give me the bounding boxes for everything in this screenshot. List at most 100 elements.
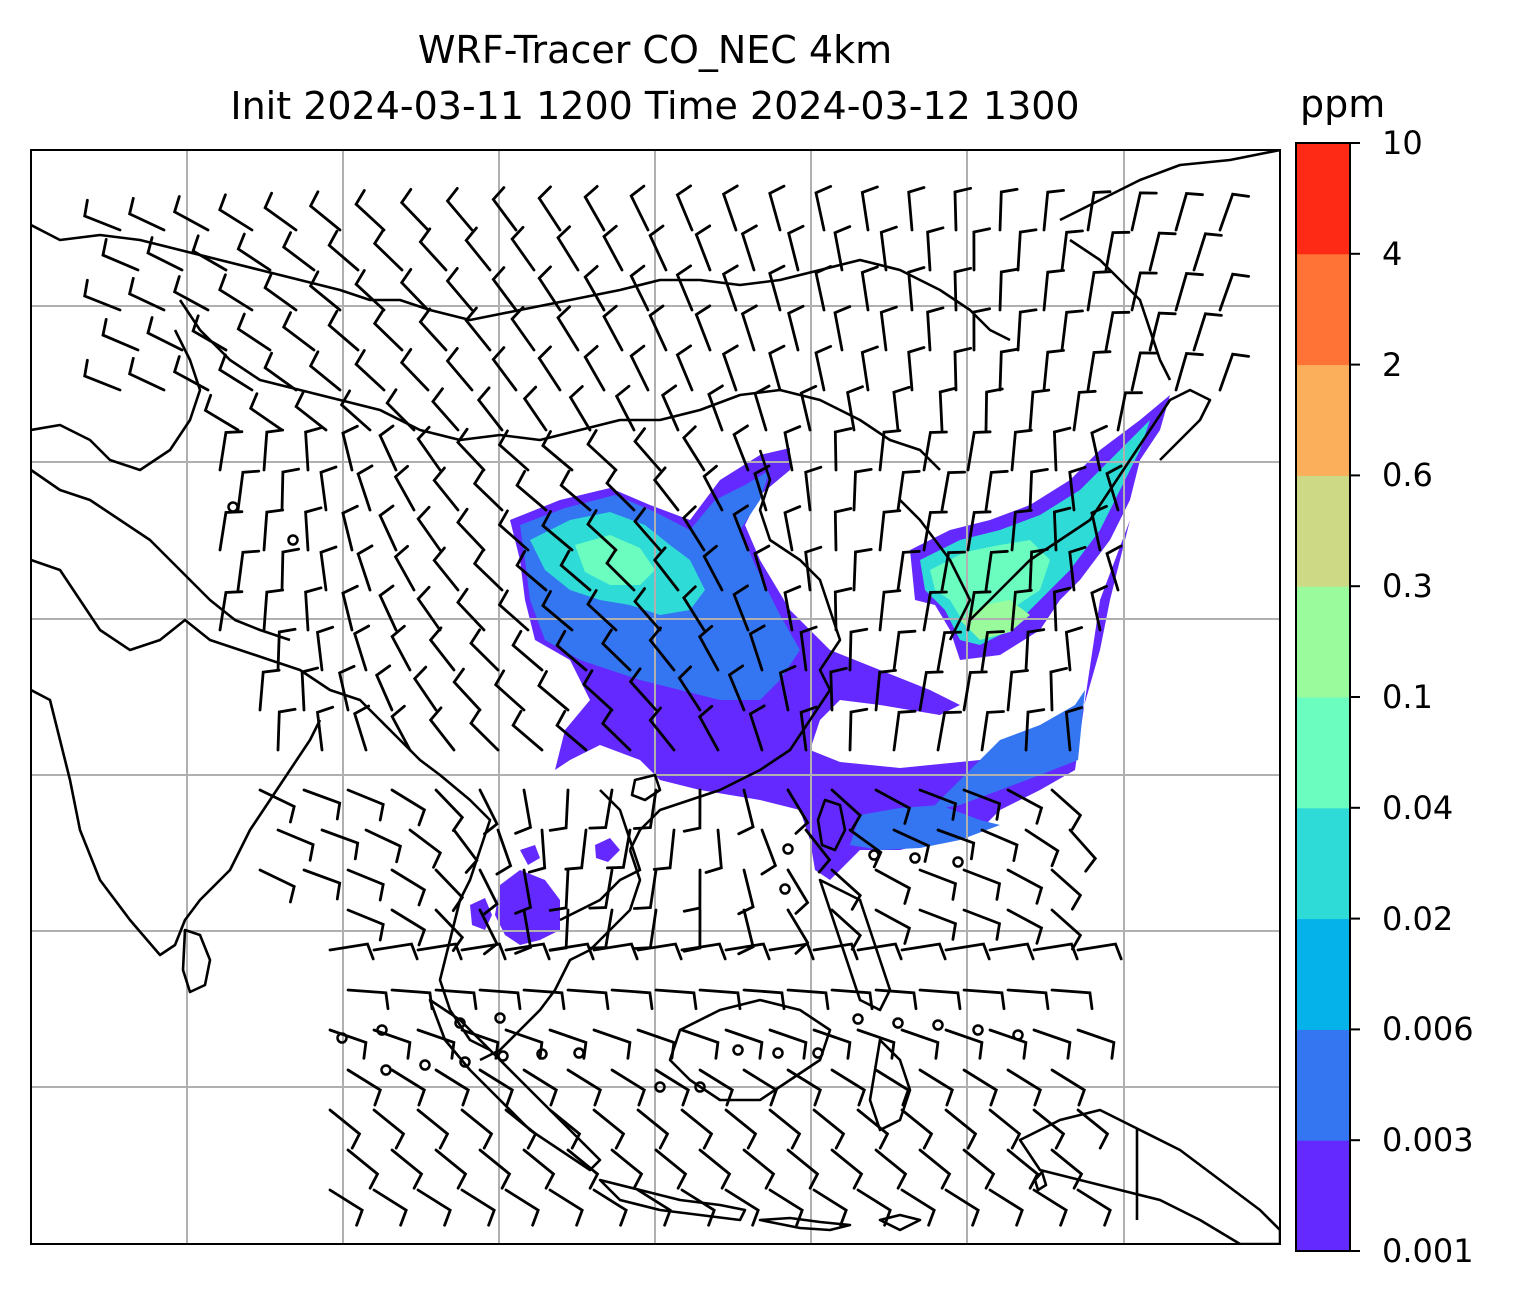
wind-barb bbox=[472, 548, 504, 592]
wind-barb bbox=[874, 1068, 911, 1107]
wind-barb bbox=[682, 868, 702, 913]
wind-barb bbox=[1148, 231, 1177, 272]
wind-barb bbox=[276, 828, 315, 862]
wind-barb bbox=[548, 942, 595, 961]
wind-barb bbox=[848, 627, 869, 672]
wind-barb bbox=[504, 1108, 538, 1150]
wind-barb bbox=[445, 347, 474, 392]
wind-barb bbox=[786, 988, 830, 1011]
wind-barb bbox=[900, 942, 947, 961]
coast-srilanka bbox=[181, 928, 212, 994]
wind-barb bbox=[721, 344, 739, 392]
wind-barb bbox=[390, 988, 434, 1011]
wind-barb bbox=[680, 1108, 714, 1150]
wind-barb bbox=[315, 625, 335, 672]
wind-barb bbox=[510, 225, 536, 272]
wind-barb bbox=[804, 828, 832, 874]
wind-barb bbox=[922, 430, 948, 472]
wind-barb bbox=[515, 469, 548, 512]
wind-barb bbox=[852, 548, 873, 592]
wind-barb bbox=[682, 505, 706, 552]
wind-barb bbox=[1218, 192, 1250, 232]
wind-barb bbox=[654, 1148, 688, 1190]
wind-barb bbox=[1052, 586, 1072, 632]
wind-barb bbox=[101, 318, 140, 352]
wind-barb bbox=[830, 988, 874, 1011]
wind-barb bbox=[878, 509, 902, 552]
wind-barb bbox=[892, 709, 917, 752]
wind-barb bbox=[172, 355, 210, 392]
wind-barb bbox=[592, 942, 639, 961]
calm-wind-marker bbox=[868, 849, 880, 861]
wind-barb bbox=[768, 264, 786, 312]
wind-barb bbox=[372, 1188, 408, 1227]
colorbar-segment bbox=[1296, 697, 1350, 809]
wind-barb bbox=[378, 504, 398, 552]
wind-barb bbox=[953, 186, 972, 232]
wind-barb bbox=[936, 630, 962, 672]
wind-barb bbox=[907, 266, 926, 312]
border-kazakh bbox=[31, 329, 202, 472]
wind-barb bbox=[1130, 271, 1158, 312]
wind-barb bbox=[768, 1108, 802, 1150]
wind-barb bbox=[814, 185, 833, 232]
wind-barb bbox=[814, 345, 833, 392]
wind-barb bbox=[732, 504, 750, 552]
wind-barb bbox=[727, 664, 746, 712]
wind-barb bbox=[966, 430, 992, 472]
wind-barb bbox=[464, 226, 492, 272]
wind-barb bbox=[848, 707, 869, 752]
wind-barb bbox=[262, 508, 285, 552]
wind-barb bbox=[680, 942, 727, 961]
wind-barb bbox=[522, 1068, 559, 1107]
wind-barb bbox=[434, 868, 465, 912]
wind-barb bbox=[191, 314, 228, 352]
wind-barb bbox=[592, 1108, 626, 1150]
calm-wind-marker bbox=[852, 1013, 864, 1025]
wind-barb bbox=[416, 1028, 456, 1060]
wind-barb bbox=[339, 389, 372, 432]
wind-barb bbox=[988, 1028, 1028, 1060]
wind-barb bbox=[445, 267, 474, 312]
wind-barb bbox=[556, 305, 580, 352]
wind-barb bbox=[258, 788, 296, 824]
wind-barb bbox=[1032, 1188, 1068, 1227]
wind-barb bbox=[966, 510, 992, 552]
wind-barb bbox=[514, 788, 533, 835]
wind-barb bbox=[1064, 626, 1084, 672]
wind-barb bbox=[610, 988, 654, 1011]
wind-barb bbox=[469, 628, 500, 672]
wind-barb bbox=[998, 187, 1019, 232]
wind-barb bbox=[830, 1068, 867, 1107]
calm-wind-marker bbox=[782, 843, 794, 855]
calm-wind-marker bbox=[536, 1048, 548, 1060]
wind-barb bbox=[998, 267, 1019, 312]
coast-newguinea bbox=[1018, 1108, 1280, 1244]
wind-barb bbox=[768, 1188, 804, 1227]
wind-barb bbox=[341, 504, 359, 552]
wind-barb bbox=[1050, 988, 1094, 1011]
calm-wind-marker bbox=[952, 856, 964, 868]
wind-barb bbox=[378, 424, 398, 472]
wind-barb bbox=[1130, 191, 1158, 232]
wind-barb bbox=[548, 868, 570, 912]
colorbar-tick-label: 0.006 bbox=[1382, 1010, 1474, 1049]
wind-barb bbox=[281, 311, 316, 352]
wind-barb bbox=[378, 584, 398, 632]
wind-barb bbox=[1010, 428, 1033, 472]
wind-barb bbox=[680, 1028, 720, 1060]
wind-barb bbox=[768, 344, 786, 392]
wind-barb bbox=[588, 788, 614, 830]
wind-barb bbox=[515, 549, 548, 592]
coast-philippines bbox=[818, 878, 892, 1012]
wind-barb bbox=[1090, 424, 1108, 472]
wind-barb bbox=[601, 628, 632, 672]
colorbar bbox=[1295, 142, 1360, 1252]
wind-barb bbox=[601, 708, 632, 752]
wind-barb bbox=[320, 828, 360, 861]
calm-wind-marker bbox=[932, 1019, 944, 1031]
wind-barb bbox=[936, 828, 976, 861]
wind-barb bbox=[732, 584, 750, 632]
wind-barb bbox=[456, 587, 486, 632]
wind-barb bbox=[1105, 544, 1123, 592]
